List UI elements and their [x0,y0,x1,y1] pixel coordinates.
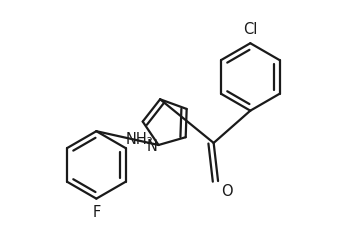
Text: Cl: Cl [243,22,257,37]
Text: O: O [222,184,233,199]
Text: N: N [147,139,158,154]
Text: NH₂: NH₂ [126,132,154,147]
Text: F: F [92,205,101,220]
